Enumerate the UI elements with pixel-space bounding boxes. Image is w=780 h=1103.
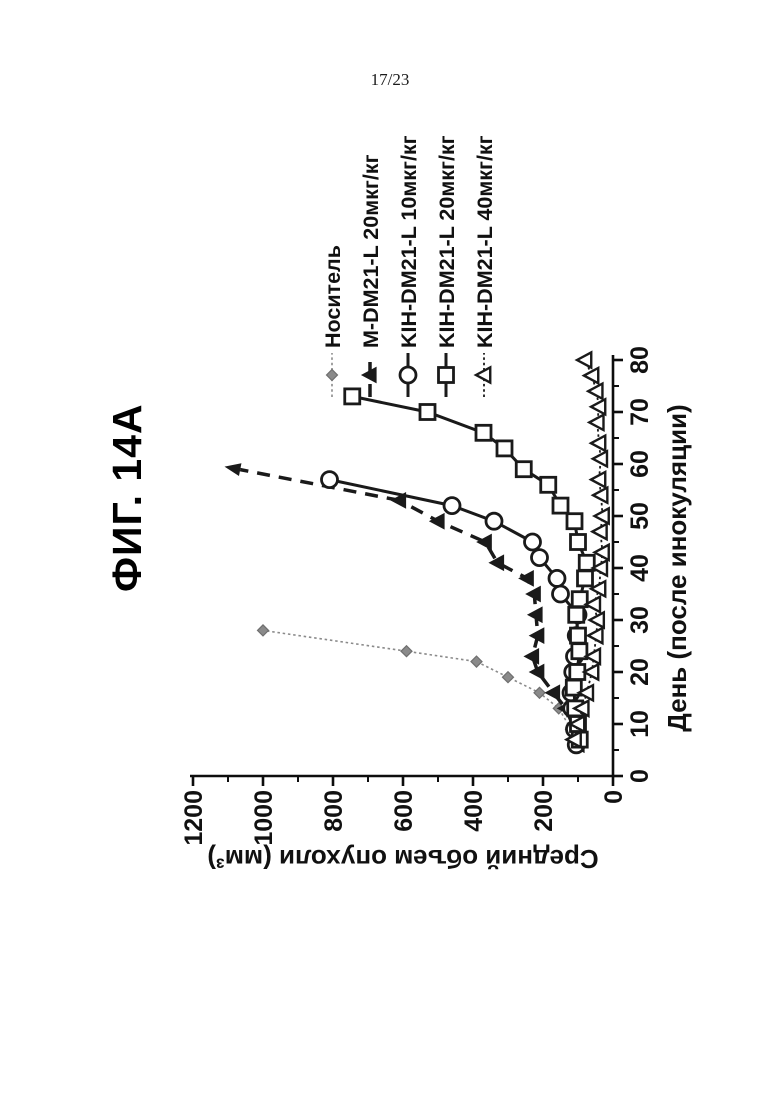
legend-item-kih-dm21-l-40мкг-кг: KIH-DM21-L 40мкг/кг	[473, 135, 497, 397]
x-tick-label: 80	[626, 346, 654, 374]
series-kih-dm21-l-10мкг-кг	[320, 470, 588, 755]
series-kih-dm21-l-40мкг-кг	[563, 350, 610, 750]
legend-label: Носитель	[321, 245, 345, 348]
figure-rotated-wrapper: ФИГ. 14А 0 200 400 600 800 1000 1200 0 10 20 30 40 5…	[100, 115, 710, 1010]
figure-title: ФИГ. 14А	[104, 403, 150, 592]
x-tick-label: 50	[626, 502, 654, 530]
legend-item-m-dm21-l-20мкг-кг: M-DM21-L 20мкг/кг	[359, 154, 383, 397]
tumor-growth-chart: 0 200 400 600 800 1000 1200 0 10 20 30 40 50 60 70 80 Де…	[180, 135, 692, 874]
legend-label: KIH-DM21-L 10мкг/кг	[397, 135, 421, 348]
x-tick-label: 40	[626, 554, 654, 582]
legend-label: M-DM21-L 20мкг/кг	[359, 154, 383, 348]
legend-item-носитель: Носитель	[321, 245, 345, 397]
legend-item-kih-dm21-l-10мкг-кг: KIH-DM21-L 10мкг/кг	[397, 135, 421, 397]
x-tick-label: 60	[626, 450, 654, 478]
x-tick-label: 0	[626, 769, 654, 783]
y-tick-label: 1000	[250, 790, 278, 846]
off-scale-arrow-shaft	[239, 467, 400, 503]
y-tick-label: 0	[600, 790, 628, 804]
x-axis-ticks: 0 10 20 30 40 50 60 70 80	[613, 346, 654, 783]
page-number: 17/23	[370, 70, 410, 89]
x-axis-label: День (после инокуляции)	[662, 404, 692, 731]
legend: Носитель M-DM21-L 20мкг/кг KIH-DM21-L 10мк…	[321, 135, 497, 397]
y-tick-label: 400	[460, 790, 488, 832]
y-axis-ticks: 0 200 400 600 800 1000 1200	[180, 776, 628, 846]
series-kih-dm21-l-20мкг-кг	[343, 387, 596, 749]
series-носитель	[256, 624, 581, 752]
y-tick-label: 600	[390, 790, 418, 832]
x-tick-label: 30	[626, 606, 654, 634]
series-m-dm21-l-20мкг-кг	[224, 463, 585, 754]
axes	[190, 355, 615, 778]
x-tick-label: 20	[626, 658, 654, 686]
legend-label: KIH-DM21-L 40мкг/кг	[473, 135, 497, 348]
y-tick-label: 1200	[180, 790, 208, 846]
figure-14a: ФИГ. 14А 0 200 400 600 800 1000 1200 0 10 20 30 40 5…	[100, 115, 710, 1010]
off-scale-arrow-head	[224, 463, 242, 477]
y-tick-label: 200	[530, 790, 558, 832]
legend-item-kih-dm21-l-20мкг-кг: KIH-DM21-L 20мкг/кг	[435, 135, 459, 397]
y-axis-label: Средний объем опухоли (мм³)	[207, 844, 598, 874]
x-tick-label: 70	[626, 398, 654, 426]
x-tick-label: 10	[626, 710, 654, 738]
y-tick-label: 800	[320, 790, 348, 832]
legend-label: KIH-DM21-L 20мкг/кг	[435, 135, 459, 348]
